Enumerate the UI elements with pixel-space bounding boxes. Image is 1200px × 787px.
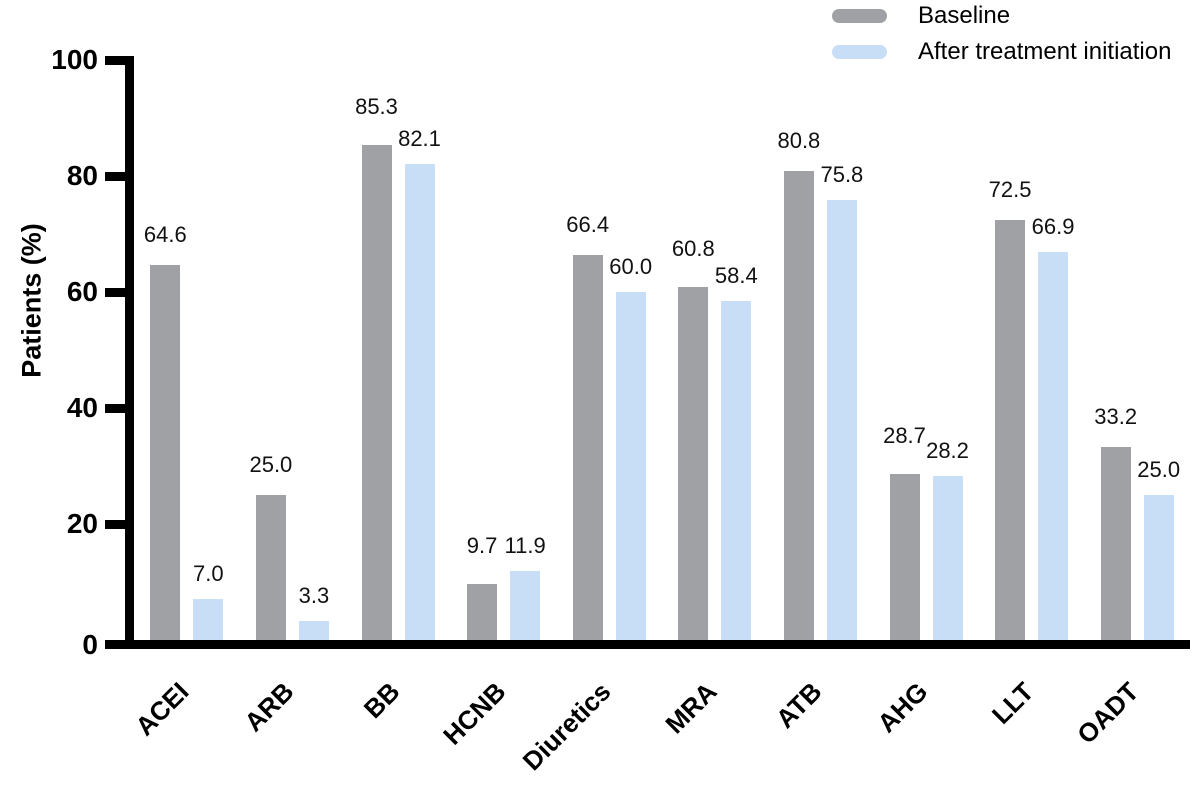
legend-item-baseline: Baseline (832, 4, 1171, 28)
bar-value-label: 66.4 (566, 211, 610, 237)
bar-baseline (783, 171, 814, 640)
bar-baseline (678, 287, 709, 640)
bar-value-label: 11.9 (504, 532, 546, 558)
bar-value-label: 28.7 (883, 422, 926, 448)
y-axis-line (125, 55, 134, 649)
x-axis-line (105, 640, 1190, 649)
bar-value-label: 66.9 (1031, 213, 1075, 239)
bar-after-treatment (193, 599, 224, 640)
y-tick (105, 55, 125, 65)
y-tick (105, 519, 125, 529)
bar-value-label: 28.2 (926, 438, 969, 464)
bar-after-treatment (510, 570, 541, 640)
bar-value-label: 82.1 (398, 125, 441, 151)
bar-value-label: 75.8 (820, 162, 864, 188)
y-tick-label: 40 (66, 392, 98, 423)
x-category-label-acei: ACEI (129, 676, 195, 742)
bar-baseline (1100, 447, 1131, 640)
bar-value-label: 9.7 (466, 532, 498, 558)
bar-value-label: 80.8 (777, 128, 821, 154)
bar-value-label: 60.0 (609, 254, 653, 279)
bar-after-treatment (298, 620, 329, 640)
bar-value-label: 3.3 (298, 582, 330, 608)
legend-swatch-after-treatment (832, 45, 887, 59)
bar-value-label: 7.0 (193, 561, 224, 587)
bar-value-label: 72.5 (988, 176, 1032, 202)
bar-baseline (150, 265, 181, 640)
bar-after-treatment (1038, 251, 1069, 640)
bar-baseline (889, 473, 920, 640)
bar-value-label: 25.0 (1137, 457, 1181, 482)
bar-after-treatment (1143, 495, 1174, 640)
bar-baseline (467, 583, 498, 640)
bar-value-label: 25.0 (249, 452, 293, 477)
y-tick (105, 287, 125, 297)
bar-baseline (995, 219, 1026, 640)
bar-baseline (255, 495, 286, 640)
legend-label-after-treatment: After treatment initiation (918, 38, 1172, 65)
bar-after-treatment (404, 163, 435, 640)
legend-label-baseline: Baseline (918, 2, 1011, 29)
y-tick-label: 60 (66, 276, 98, 307)
bar-after-treatment (826, 200, 857, 640)
y-tick-label: 80 (66, 160, 98, 191)
bar-value-label: 85.3 (355, 94, 398, 120)
bar-value-label: 60.8 (671, 236, 715, 262)
bar-after-treatment (932, 476, 963, 640)
bar-baseline (572, 254, 603, 640)
bar-value-label: 64.6 (143, 222, 187, 248)
legend: Baseline After treatment initiation (832, 4, 1171, 76)
bar-value-label: 33.2 (1094, 404, 1138, 430)
bar-after-treatment (721, 301, 752, 640)
y-tick (105, 171, 125, 181)
bar-baseline (361, 145, 392, 640)
bar-after-treatment (615, 292, 646, 640)
y-tick (105, 403, 125, 413)
y-tick-label: 20 (66, 508, 98, 539)
legend-swatch-baseline (832, 9, 887, 23)
y-tick-label: 0 (82, 629, 98, 660)
bar-value-label: 58.4 (714, 263, 758, 289)
legend-item-after-treatment: After treatment initiation (832, 40, 1171, 64)
y-tick-label: 100 (51, 44, 98, 75)
